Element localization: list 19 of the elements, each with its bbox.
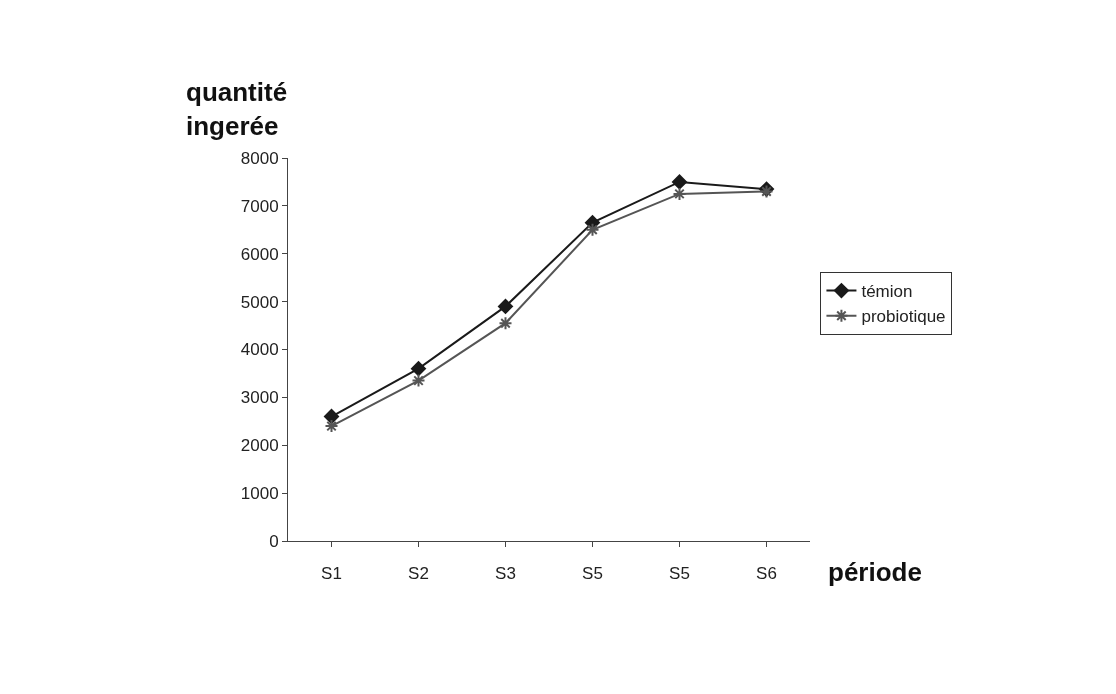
x-tick-label: S3 xyxy=(495,564,516,584)
x-tick-label: S2 xyxy=(408,564,429,584)
legend-label: témion xyxy=(861,282,913,302)
x-tick-label: S6 xyxy=(756,564,777,584)
x-tick-label: S5 xyxy=(669,564,690,584)
x-tick-label: S5 xyxy=(582,564,603,584)
y-tick-label: 3000 xyxy=(240,388,279,408)
y-tick-label: 4000 xyxy=(240,340,279,360)
y-tick-label: 8000 xyxy=(240,148,279,168)
y-tick-label: 5000 xyxy=(240,292,279,312)
y-tick-label: 2000 xyxy=(240,436,279,456)
y-tick-label: 6000 xyxy=(240,244,279,264)
x-tick-label: S1 xyxy=(321,564,342,584)
y-tick-label: 0 xyxy=(269,531,279,551)
y-tick-label: 1000 xyxy=(240,484,279,504)
x-axis-title: période xyxy=(828,557,922,587)
y-tick-label: 7000 xyxy=(240,196,279,216)
legend-label: probiotique xyxy=(861,307,946,327)
y-axis-title: quantité ingerée xyxy=(186,77,288,141)
